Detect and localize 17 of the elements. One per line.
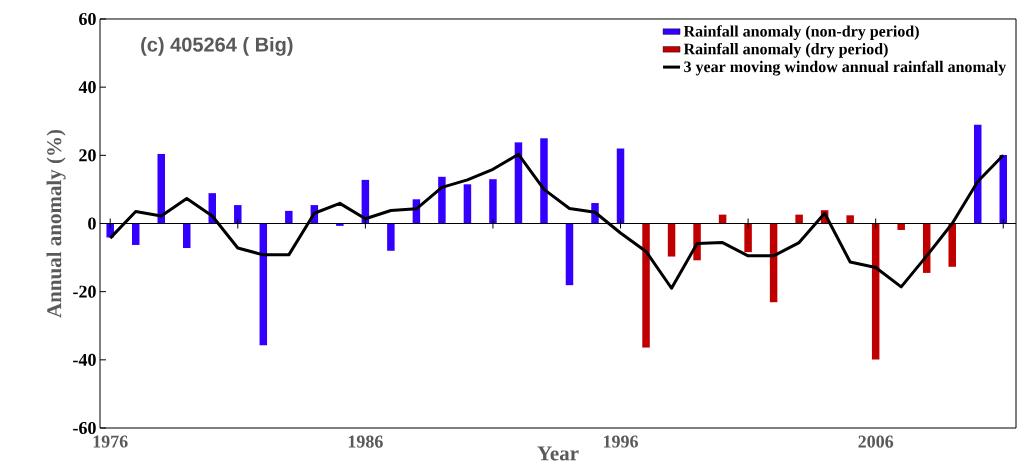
x-tick-label: 1986 bbox=[348, 435, 383, 448]
y-tick-label: 60 bbox=[79, 12, 96, 26]
y-tick-label: 20 bbox=[79, 149, 96, 162]
y-tick-label: -40 bbox=[73, 353, 96, 366]
y-tick-label: 0 bbox=[88, 217, 96, 230]
legend-label: Rainfall anomaly (dry period) bbox=[683, 42, 888, 58]
x-axis-title: Year bbox=[537, 446, 579, 461]
legend-label: Rainfall anomaly (non-dry period) bbox=[683, 25, 919, 40]
text: (c) 405264 ( Big) bbox=[141, 36, 293, 56]
legend-label: 3 year moving window annual rainfall anomaly bbox=[684, 60, 1007, 76]
x-tick-label: 1976 bbox=[93, 435, 128, 448]
y-tick-label: 40 bbox=[78, 81, 96, 94]
x-tick-label: 2006 bbox=[858, 435, 894, 448]
y-tick-label: -60 bbox=[73, 421, 96, 435]
y-axis-title: Annual anomaly (%) bbox=[46, 129, 66, 318]
y-tick-label: -20 bbox=[73, 285, 96, 298]
x-tick-label: 1996 bbox=[603, 435, 638, 448]
